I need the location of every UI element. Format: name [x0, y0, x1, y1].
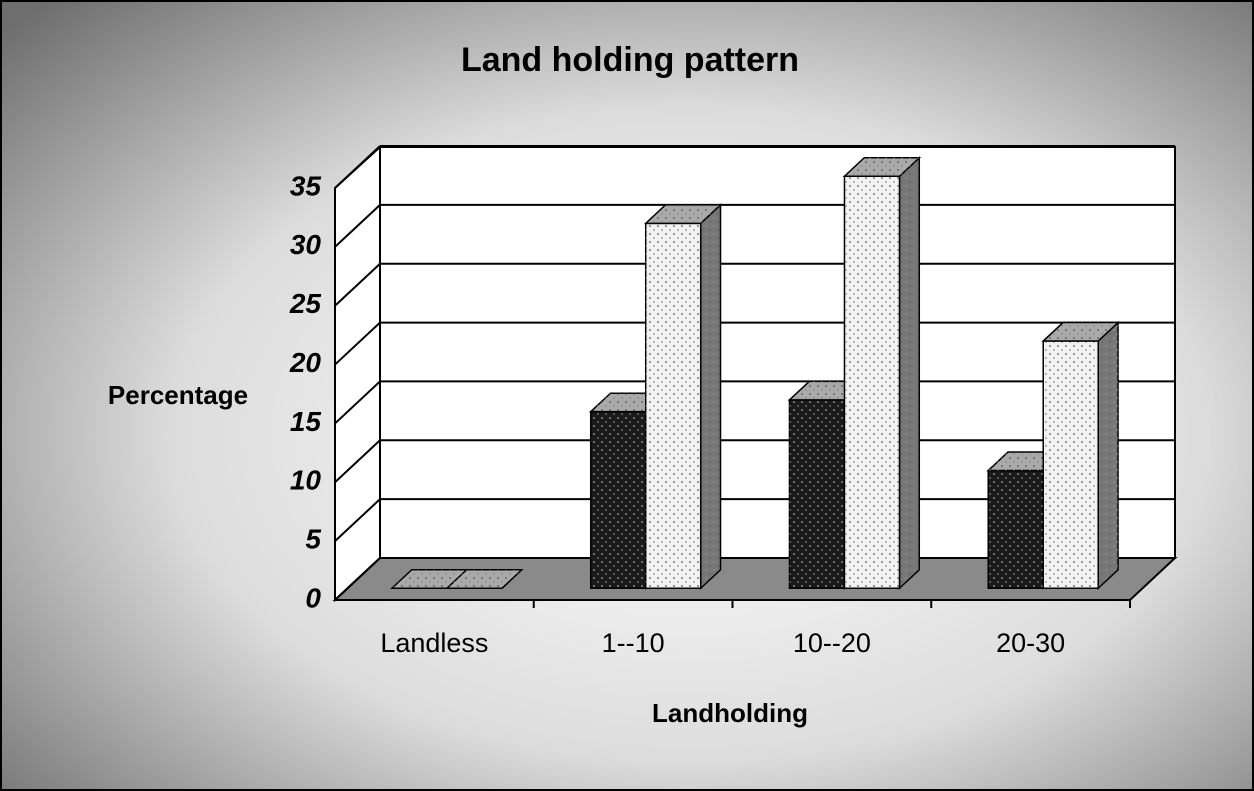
bar-top-texture — [844, 157, 920, 177]
bar-side-texture — [700, 204, 721, 589]
grid-line — [334, 145, 381, 189]
grid-line — [334, 380, 381, 425]
y-tick-label: 15 — [290, 406, 322, 437]
y-tick-label: 20 — [289, 347, 322, 378]
bar-top-texture — [1043, 322, 1119, 342]
bar — [643, 203, 723, 590]
x-axis-title: Landholding — [652, 698, 808, 728]
bar-front-texture — [590, 411, 646, 589]
chart-title: Land holding pattern — [461, 41, 799, 79]
bar-front-texture — [844, 176, 900, 589]
bar — [1041, 320, 1120, 590]
grid-line — [334, 321, 381, 366]
y-tick-label: 10 — [290, 465, 322, 496]
bar-side-texture — [1098, 322, 1119, 589]
bar-front-texture — [789, 399, 845, 589]
grid-line — [334, 557, 381, 601]
bar-front-texture — [988, 470, 1044, 589]
grid-line — [334, 204, 381, 248]
x-tick-label: Landless — [380, 628, 488, 658]
y-tick-label: 5 — [305, 524, 321, 555]
grid-line — [334, 439, 381, 484]
y-tick-label: 0 — [305, 582, 321, 613]
grid-line — [334, 498, 381, 542]
y-tick-label: 30 — [290, 229, 322, 260]
x-tick-label: 10--20 — [793, 628, 871, 658]
bar-top-texture — [446, 569, 522, 589]
y-axis-title: Percentage — [108, 380, 248, 410]
bar — [842, 156, 922, 590]
bar-top-texture — [391, 569, 467, 589]
x-tick-label: 1--10 — [602, 628, 665, 658]
y-tick-label: 25 — [289, 288, 322, 319]
bar — [445, 569, 524, 589]
bar-front-texture — [1043, 341, 1099, 589]
bar-top-texture — [645, 204, 721, 224]
y-tick-label: 35 — [290, 170, 322, 201]
side-wall — [334, 144, 381, 603]
bar — [390, 569, 469, 589]
x-tick-label: 20-30 — [996, 628, 1065, 658]
grid-line — [334, 262, 381, 307]
bar-front-texture — [645, 223, 701, 589]
bar-side-texture — [899, 157, 920, 589]
